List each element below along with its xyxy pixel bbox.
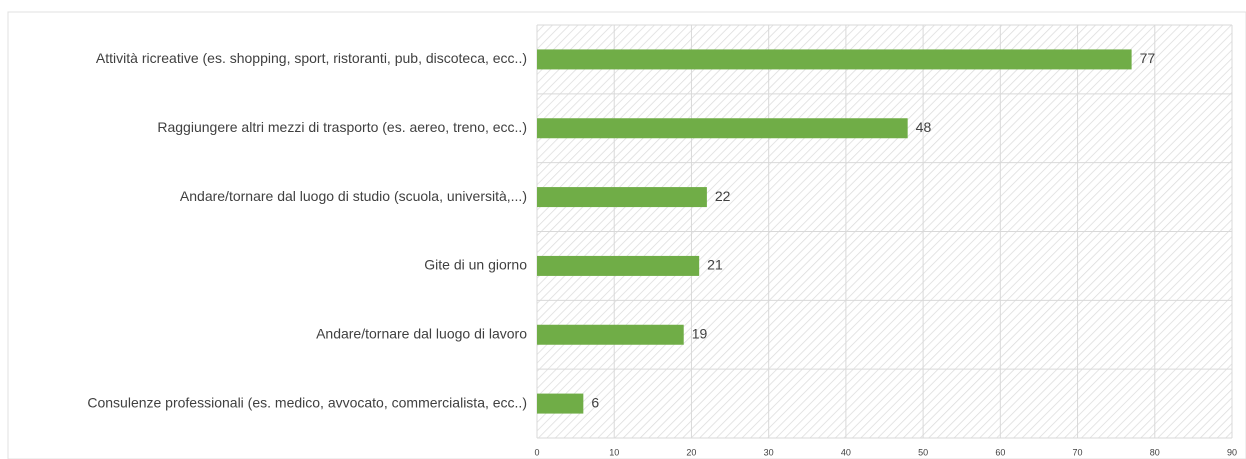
value-label: 19: [692, 325, 708, 341]
x-tick-label: 40: [841, 447, 851, 457]
y-tick-label: Attività ricreative (es. shopping, sport…: [96, 50, 527, 66]
y-tick-label: Andare/tornare dal luogo di lavoro: [316, 325, 527, 341]
y-tick-label: Gite di un giorno: [424, 257, 527, 273]
bar: [537, 393, 584, 414]
y-tick-label: Raggiungere altri mezzi di trasporto (es…: [157, 119, 527, 135]
x-tick-label: 0: [534, 447, 539, 457]
value-label: 21: [707, 257, 723, 273]
value-label: 22: [715, 188, 731, 204]
y-tick-label: Andare/tornare dal luogo di studio (scuo…: [180, 188, 527, 204]
x-tick-label: 90: [1227, 447, 1237, 457]
x-tick-label: 60: [995, 447, 1005, 457]
bar: [537, 187, 707, 208]
x-tick-label: 70: [1073, 447, 1083, 457]
value-label: 77: [1140, 50, 1156, 66]
bar: [537, 324, 684, 345]
bar: [537, 255, 700, 276]
x-tick-label: 10: [609, 447, 619, 457]
value-label: 6: [591, 394, 599, 410]
bar: [537, 118, 908, 139]
bar: [537, 49, 1132, 70]
x-tick-label: 80: [1150, 447, 1160, 457]
x-tick-label: 30: [764, 447, 774, 457]
value-label: 48: [916, 119, 932, 135]
x-tick-label: 50: [918, 447, 928, 457]
y-tick-label: Consulenze professionali (es. medico, av…: [87, 394, 527, 410]
x-tick-label: 20: [686, 447, 696, 457]
